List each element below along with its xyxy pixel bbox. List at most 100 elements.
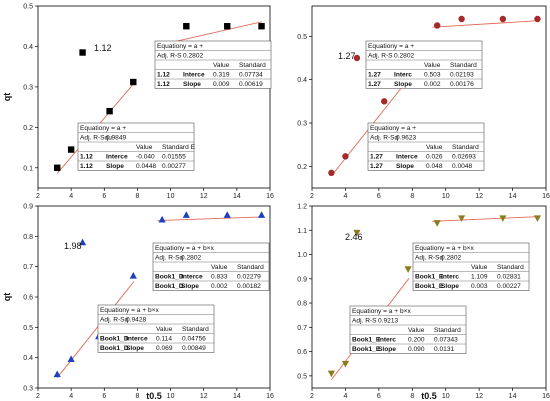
table-cell: 1.12 <box>80 154 93 161</box>
fit-table: Equation y = a + Adj. R-Sq0.9623 Value Stand… <box>367 122 485 171</box>
table-cell: Equation <box>370 125 396 132</box>
fit-line <box>432 216 538 222</box>
table-cell: Standard E <box>162 144 196 151</box>
y-tick-label: 1.2 <box>297 204 307 211</box>
y-tick-label: 0.2 <box>23 125 33 132</box>
data-point <box>224 23 231 30</box>
x-tick-label: 8 <box>410 193 414 200</box>
x-tick-label: 4 <box>69 193 73 200</box>
table-cell: Adj. R-Sq <box>370 135 399 142</box>
x-tick-label: 6 <box>102 393 106 400</box>
data-point <box>78 238 87 246</box>
data-point <box>183 23 190 30</box>
y-tick-label: 1.1 <box>297 228 307 235</box>
fit-table-box <box>365 40 483 89</box>
y-tick-label: 0.5 <box>297 34 307 41</box>
data-point <box>353 54 361 62</box>
data-point <box>533 215 542 222</box>
x-tick-label: 14 <box>509 193 517 200</box>
table-cell: Value <box>211 264 228 271</box>
table-cell: 0.9428 <box>126 317 147 324</box>
table-cell: Standard <box>434 327 461 334</box>
table-cell: Slope <box>378 346 396 353</box>
table-cell: 0.319 <box>213 72 230 79</box>
x-tick-label: 10 <box>167 393 175 400</box>
plot-frame <box>37 5 271 189</box>
x-tick-label: 14 <box>233 193 241 200</box>
x-tick-label: 10 <box>167 193 175 200</box>
data-point <box>106 107 113 115</box>
data-point <box>341 360 350 368</box>
fit-table-box <box>152 242 270 291</box>
fit-table: Equation y = a + b×x Adj. R-Sq0.2802 Value S… <box>152 242 270 291</box>
table-cell: Interc <box>378 337 396 344</box>
table-cell: y = a + <box>396 125 416 132</box>
data-point <box>433 220 441 227</box>
data-point <box>258 23 265 30</box>
x-tick-label: 16 <box>542 193 550 200</box>
table-cell: 0.02693 <box>452 154 476 161</box>
table-cell: Value <box>424 62 441 69</box>
y-tick-label: 0.7 <box>23 264 33 271</box>
table-cell: 0.0131 <box>434 346 455 353</box>
data-point <box>67 355 75 362</box>
y-tick-label: 0.3 <box>23 84 33 91</box>
table-cell: Book1_D <box>155 283 184 290</box>
table-cell: Equation <box>157 43 183 50</box>
table-cell: 0.048 <box>426 163 443 170</box>
table-cell: 1.27 <box>368 72 381 79</box>
x-tick-label: 4 <box>343 193 347 200</box>
data-point <box>328 169 335 177</box>
x-tick-label: 6 <box>102 193 106 200</box>
table-cell: Adj. R-Sq <box>415 255 444 262</box>
fit-table-box <box>154 40 272 89</box>
table-cell: Standard <box>182 326 209 333</box>
data-point <box>223 211 231 218</box>
x-tick-label: 16 <box>542 393 550 400</box>
series-annotation: 1.12 <box>94 43 112 53</box>
table-cell: 0.200 <box>408 337 425 344</box>
table-cell: Standard <box>497 264 524 271</box>
table-cell: 0.2802 <box>183 53 204 60</box>
table-cell: Adj. R-Sq <box>100 317 129 324</box>
y-tick-label: 0.1 <box>23 165 33 172</box>
x-tick-label: 2 <box>36 393 40 400</box>
table-cell: 0.9849 <box>106 135 127 142</box>
data-point <box>457 215 466 222</box>
table-cell: 0.833 <box>211 274 228 281</box>
x-axis-title: t0.5 <box>146 391 162 401</box>
y-tick-label: 0.4 <box>23 44 33 51</box>
x-tick-label: 4 <box>343 393 347 400</box>
x-tick-label: 6 <box>377 393 381 400</box>
data-point <box>381 98 388 105</box>
table-cell: 0.2802 <box>394 53 415 60</box>
table-cell: Standard <box>452 144 479 151</box>
x-axis-title: t0.5 <box>421 391 437 401</box>
data-point <box>499 215 507 222</box>
x-tick-label: 4 <box>69 393 73 400</box>
fit-table: Equation y = a +Adj. R-S 0.2802 Value Standa… <box>154 40 272 89</box>
x-tick-label: 6 <box>377 193 381 200</box>
table-cell: 0.00182 <box>237 283 261 290</box>
table-cell: 0.00619 <box>239 81 263 88</box>
data-point <box>534 15 541 23</box>
table-cell: Interce <box>181 274 203 281</box>
y-tick-label: 0.8 <box>23 234 33 241</box>
table-cell: Slope <box>394 81 412 88</box>
table-cell: Value <box>426 144 443 151</box>
table-cell: Slope <box>126 345 144 352</box>
table-cell: y = a + b×x <box>378 308 412 315</box>
table-cell: Slope <box>441 283 459 290</box>
table-cell: Slope <box>183 81 201 88</box>
table-cell: 0.02279 <box>237 274 261 281</box>
x-tick-label: 16 <box>266 393 274 400</box>
y-tick-label: 0.7 <box>297 325 307 332</box>
table-cell: 0.07343 <box>434 337 458 344</box>
y-tick-label: 0.2 <box>297 164 307 171</box>
table-cell: Book1_D <box>100 345 129 352</box>
table-cell: 0.9623 <box>396 135 417 142</box>
fit-table: Equation y = a + b×x Adj. R-Sq0.9428 Value S… <box>97 304 215 353</box>
